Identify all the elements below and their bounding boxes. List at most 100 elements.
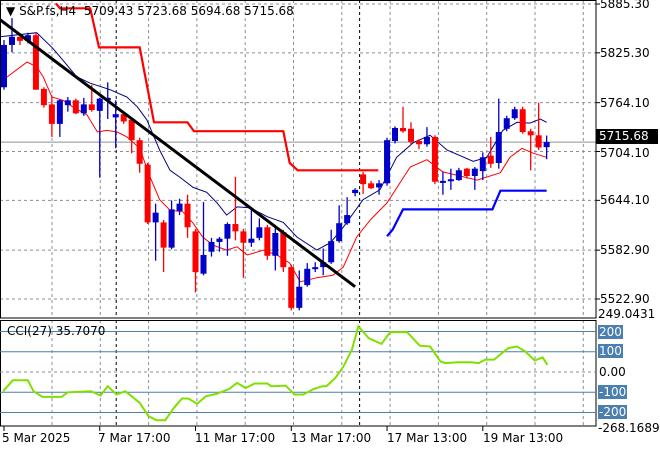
- candle-bullish: [511, 109, 518, 119]
- main-plot: [0, 2, 550, 311]
- cci-level-label: -100: [598, 385, 628, 399]
- cci-line: [2, 324, 549, 422]
- candle-bearish: [415, 140, 422, 145]
- candle-bullish: [304, 268, 311, 286]
- candle-bearish: [16, 36, 23, 41]
- candle-bullish: [495, 132, 502, 163]
- price-tick-label: 5522.90: [600, 292, 650, 306]
- triangle-down-icon[interactable]: ▼: [6, 4, 16, 18]
- candle-bearish: [136, 140, 143, 164]
- time-axis-label: 17 Mar 13:00: [387, 431, 468, 445]
- candle-bullish: [152, 212, 159, 223]
- candle-bullish: [296, 286, 303, 308]
- price-tick-label: 5704.10: [600, 146, 650, 160]
- cci-level-label: 200: [598, 325, 623, 339]
- candle-bearish: [184, 203, 191, 228]
- cci-level-label: 100: [598, 344, 623, 358]
- candle-bearish: [407, 128, 414, 142]
- candle-bearish: [48, 104, 55, 124]
- price-tick-label: 5582.90: [600, 243, 650, 257]
- chart-header: ▼ S&P.fs,H4 5709.43 5723.68 5694.68 5715…: [6, 4, 294, 18]
- candle-bullish: [376, 183, 383, 188]
- stop-line-upper: [55, 2, 379, 172]
- candle-bullish: [543, 142, 550, 148]
- candle-bearish: [280, 232, 287, 268]
- candle-bullish: [384, 140, 391, 184]
- candle-bullish: [208, 241, 215, 252]
- candle-bullish: [168, 209, 175, 248]
- cci-panel-border: [0, 320, 597, 427]
- candle-bearish: [463, 168, 470, 176]
- candle-bearish: [72, 100, 79, 114]
- candle-bearish: [232, 224, 239, 232]
- candle-bullish: [439, 180, 446, 183]
- candle-bullish: [447, 179, 454, 182]
- candle-bullish: [216, 238, 223, 242]
- candle-bullish: [344, 215, 351, 224]
- candle-bearish: [519, 109, 526, 133]
- time-axis-label: 13 Mar 17:00: [291, 431, 372, 445]
- candle-bullish: [56, 100, 63, 124]
- price-tick-label: 5825.30: [600, 46, 650, 60]
- candle-bullish: [471, 168, 478, 176]
- candle-bullish: [8, 36, 15, 45]
- time-axis-label: 5 Mar 2025: [2, 431, 71, 445]
- candle-bullish: [200, 254, 207, 274]
- main-panel-border: [0, 0, 597, 319]
- stop-line-lower: [386, 189, 547, 237]
- candle-bullish: [1, 44, 7, 88]
- candle-bearish: [160, 222, 167, 248]
- price-tick-label: 5764.10: [600, 96, 650, 110]
- cci-plot: [2, 324, 549, 422]
- candle-bullish: [96, 98, 103, 111]
- candle-bearish: [32, 35, 39, 90]
- candle-bullish: [248, 238, 255, 243]
- time-axis-label: 7 Mar 17:00: [98, 431, 171, 445]
- current-price-label: 5715.68: [596, 129, 658, 144]
- candle-bearish: [431, 136, 438, 182]
- candle-bullish: [24, 35, 31, 41]
- cci-max-label: 249.0431: [598, 307, 656, 321]
- candle-bullish: [352, 189, 359, 194]
- candle-bearish: [40, 88, 47, 106]
- candle-bearish: [88, 104, 95, 111]
- candle-bullish: [256, 227, 263, 238]
- cci-name: CCI(27): [7, 324, 52, 338]
- candle-bullish: [320, 262, 327, 268]
- candle-bullish: [272, 232, 279, 256]
- candle-bullish: [64, 100, 71, 106]
- candle-bearish: [400, 127, 406, 132]
- moving-average-slow: [2, 61, 547, 283]
- low-value: 5694.68: [190, 4, 241, 18]
- candle-bullish: [479, 157, 486, 172]
- candle-bullish: [224, 224, 231, 239]
- cci-title: CCI(27) 35.7070: [7, 324, 105, 338]
- candle-bullish: [392, 127, 399, 141]
- candle-bearish: [288, 267, 295, 308]
- time-axis-label: 19 Mar 13:00: [483, 431, 564, 445]
- candle-bearish: [144, 164, 151, 223]
- candle-bullish: [80, 104, 87, 114]
- cci-level-label: -200: [598, 405, 628, 419]
- candle-bearish: [368, 183, 375, 189]
- candle-bearish: [264, 227, 271, 256]
- close-value: 5715.68: [244, 4, 294, 18]
- trend-line: [0, 18, 357, 288]
- candle-bearish: [192, 231, 199, 273]
- candle-bullish: [423, 136, 430, 145]
- candle-bullish: [112, 114, 119, 118]
- candle-bullish: [503, 118, 510, 129]
- candle-bearish: [240, 231, 247, 243]
- open-value: 5709.43: [83, 4, 134, 18]
- candle-bearish: [360, 174, 367, 185]
- candle-bearish: [527, 131, 534, 136]
- cci-value: 35.7070: [55, 324, 106, 338]
- candle-bullish: [312, 267, 319, 270]
- candle-bearish: [487, 155, 494, 164]
- candle-bullish: [328, 241, 335, 263]
- candle-bullish: [336, 223, 343, 242]
- price-tick-label: 5885.30: [600, 0, 650, 11]
- cci-min-label: -268.1689: [598, 421, 660, 435]
- candle-bullish: [455, 170, 462, 181]
